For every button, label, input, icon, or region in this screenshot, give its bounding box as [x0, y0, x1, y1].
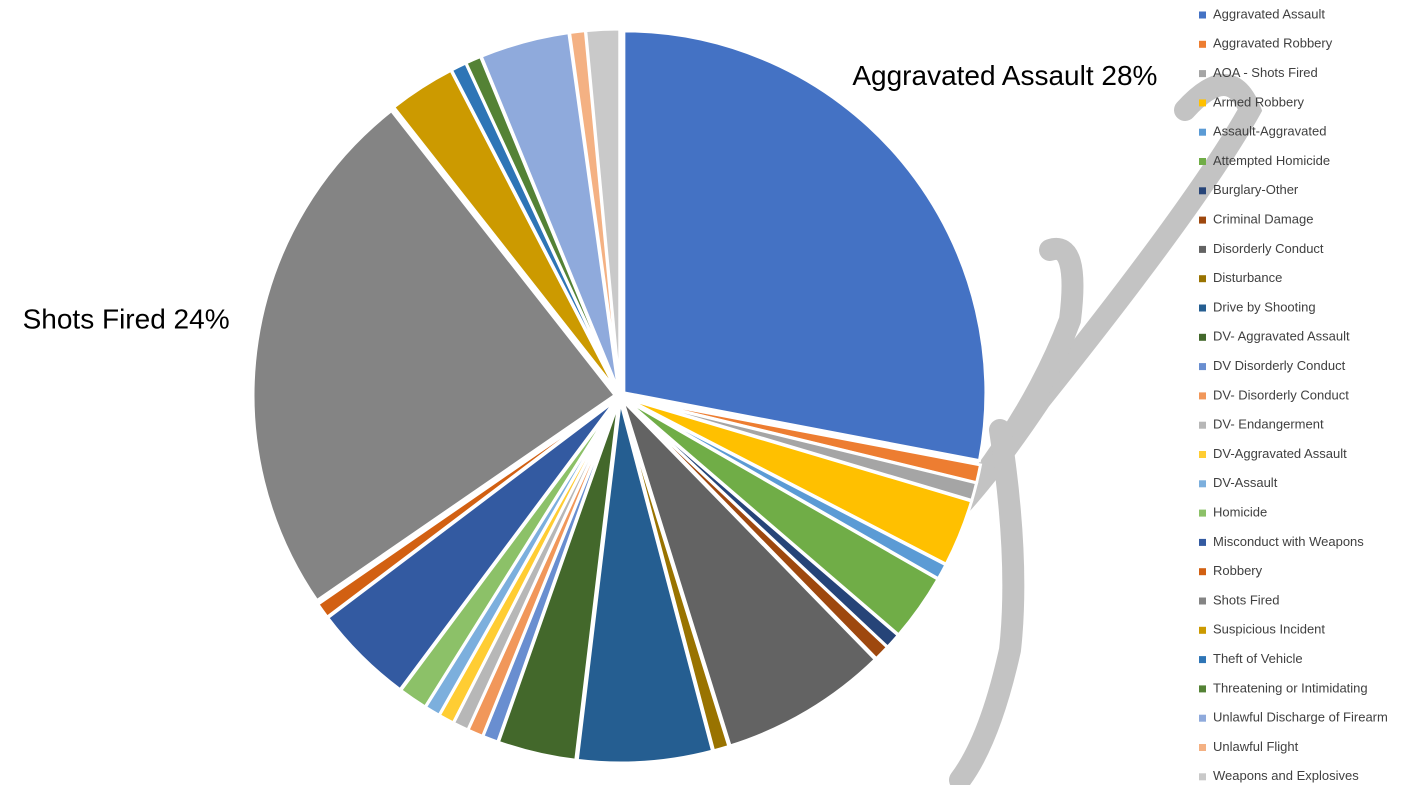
legend-swatch [1199, 626, 1206, 634]
legend-label: Homicide [1213, 505, 1267, 520]
legend-swatch [1199, 744, 1206, 751]
pie-slice [622, 29, 988, 463]
legend-swatch [1199, 40, 1206, 48]
legend-label: Aggravated Assault [1213, 6, 1325, 21]
legend-label: Disorderly Conduct [1213, 241, 1324, 256]
legend-label: DV- Aggravated Assault [1213, 329, 1350, 344]
legend-swatch [1199, 538, 1206, 546]
legend-swatch [1199, 333, 1206, 341]
legend-swatch [1199, 509, 1206, 517]
pie-slice [315, 397, 617, 620]
legend-label: Attempted Homicide [1213, 153, 1330, 168]
legend-swatch [1199, 70, 1206, 78]
legend-swatch [1199, 363, 1206, 371]
legend-label: DV-Assault [1213, 475, 1278, 490]
legend-swatch [1199, 421, 1206, 429]
pie-slice [251, 108, 618, 603]
pie-slice [621, 399, 878, 748]
legend-label: Disturbance [1213, 270, 1282, 285]
legend-label: Suspicious Incident [1213, 622, 1325, 637]
legend-label: Criminal Damage [1213, 212, 1313, 227]
legend-swatch [1199, 99, 1206, 107]
legend-label: DV- Disorderly Conduct [1213, 387, 1349, 402]
legend-swatch [1199, 685, 1206, 693]
legend-label: Armed Robbery [1213, 94, 1305, 109]
legend-swatch [1199, 187, 1206, 195]
data-label: Aggravated Assault 28% [852, 60, 1157, 91]
legend-label: Robbery [1213, 563, 1263, 578]
legend-swatch [1199, 568, 1206, 576]
legend-swatch [1199, 480, 1206, 488]
legend-label: DV-Aggravated Assault [1213, 446, 1347, 461]
legend-swatch [1199, 275, 1206, 283]
legend-swatch [1199, 392, 1206, 400]
legend-swatch [1199, 304, 1206, 312]
legend-label: Shots Fired [1213, 592, 1279, 607]
legend-label: DV Disorderly Conduct [1213, 358, 1346, 373]
legend-label: Weapons and Explosives [1213, 768, 1359, 783]
legend-label: AOA - Shots Fired [1213, 65, 1318, 80]
legend-swatch [1199, 128, 1206, 136]
legend-swatch [1199, 714, 1206, 722]
legend-label: Assault-Aggravated [1213, 124, 1326, 139]
legend-label: Misconduct with Weapons [1213, 534, 1364, 549]
pie-slice [575, 400, 715, 765]
legend-label: Threatening or Intimidating [1213, 680, 1368, 695]
legend-label: DV- Endangerment [1213, 417, 1324, 432]
legend-swatch [1199, 773, 1206, 781]
legend-swatch [1199, 656, 1206, 664]
legend-swatch [1199, 451, 1206, 458]
legend-label: Unlawful Flight [1213, 739, 1299, 754]
legend-label: Burglary-Other [1213, 182, 1299, 197]
legend-label: Drive by Shooting [1213, 299, 1316, 314]
legend-swatch [1199, 11, 1206, 19]
legend-swatch [1199, 245, 1206, 253]
data-label: Shots Fired 24% [23, 303, 230, 334]
legend-label: Theft of Vehicle [1213, 651, 1303, 666]
legend-swatch [1199, 158, 1206, 165]
pie-slice [584, 27, 622, 392]
legend-swatch [1199, 216, 1206, 224]
legend-swatch [1199, 597, 1206, 605]
legend-label: Aggravated Robbery [1213, 36, 1333, 51]
legend-label: Unlawful Discharge of Firearm [1213, 710, 1388, 725]
